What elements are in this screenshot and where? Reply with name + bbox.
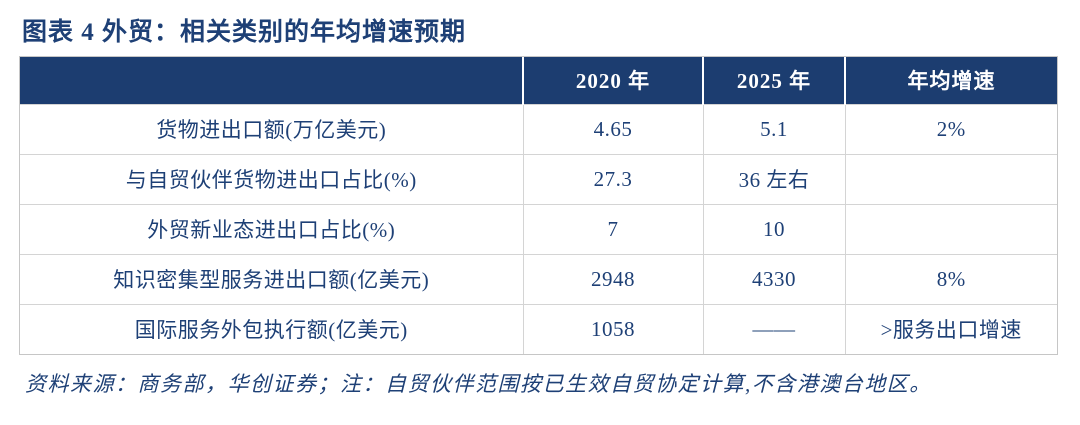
row-label-cell: 与自贸伙伴货物进出口占比(%) (20, 153, 524, 204)
header-cell-2020: 2020 年 (523, 57, 704, 104)
header-cell-cagr: 年均增速 (845, 57, 1057, 104)
table-row: 与自贸伙伴货物进出口占比(%) 27.3 36 左右 (20, 153, 1057, 204)
row-label-cell: 外贸新业态进出口占比(%) (20, 203, 524, 254)
value-2025-cell: 10 (703, 203, 846, 254)
table-row: 国际服务外包执行额(亿美元) 1058 —— >服务出口增速 (20, 303, 1057, 354)
data-table: 2020 年 2025 年 年均增速 货物进出口额(万亿美元) 4.65 5.1… (20, 57, 1057, 354)
table-row: 货物进出口额(万亿美元) 4.65 5.1 2% (20, 103, 1057, 154)
table-row: 知识密集型服务进出口额(亿美元) 2948 4330 8% (20, 253, 1057, 304)
row-label-cell: 货物进出口额(万亿美元) (20, 103, 524, 154)
value-2025-cell: 4330 (703, 253, 846, 304)
table-row: 外贸新业态进出口占比(%) 7 10 (20, 203, 1057, 254)
growth-forecast-table: 2020 年 2025 年 年均增速 货物进出口额(万亿美元) 4.65 5.1… (19, 56, 1058, 355)
row-label-cell: 知识密集型服务进出口额(亿美元) (20, 253, 524, 304)
cagr-cell (845, 153, 1057, 204)
table-header-row: 2020 年 2025 年 年均增速 (20, 57, 1057, 104)
value-2020-cell: 1058 (523, 303, 704, 354)
cagr-cell (845, 203, 1057, 254)
cagr-cell: >服务出口增速 (845, 303, 1057, 354)
value-2025-cell: 5.1 (703, 103, 846, 154)
row-label-cell: 国际服务外包执行额(亿美元) (20, 303, 524, 354)
value-2025-cell: 36 左右 (703, 153, 846, 204)
value-2025-cell: —— (703, 303, 846, 354)
cagr-cell: 8% (845, 253, 1057, 304)
source-note: 资料来源：商务部，华创证券；注：自贸伙伴范围按已生效自贸协定计算,不含港澳台地区… (25, 372, 932, 396)
cagr-cell: 2% (845, 103, 1057, 154)
header-cell-2025: 2025 年 (703, 57, 846, 104)
value-2020-cell: 2948 (523, 253, 704, 304)
figure-title: 图表 4 外贸：相关类别的年均增速预期 (22, 19, 467, 46)
value-2020-cell: 4.65 (523, 103, 704, 154)
value-2020-cell: 7 (523, 203, 704, 254)
value-2020-cell: 27.3 (523, 153, 704, 204)
header-cell-category (20, 57, 524, 104)
